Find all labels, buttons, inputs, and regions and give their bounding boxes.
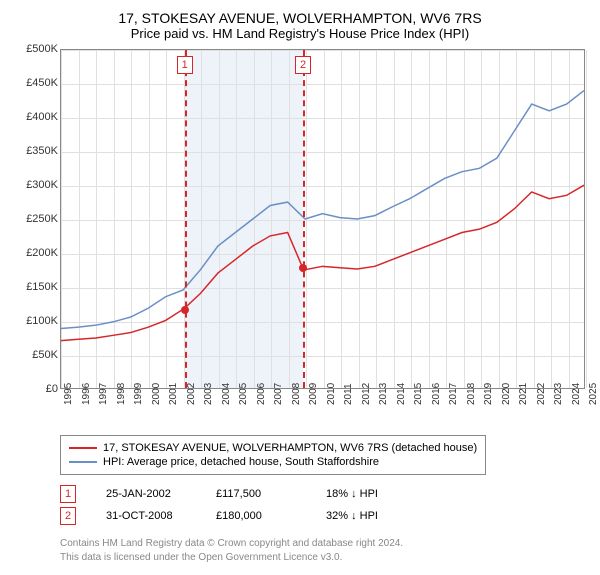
marker-vline <box>185 50 187 388</box>
marker-dot <box>299 264 307 272</box>
x-tick-label: 2011 <box>343 383 354 405</box>
x-axis: 1995199619971998199920002001200220032004… <box>60 389 585 429</box>
x-tick-label: 2012 <box>361 383 372 405</box>
line-layer <box>61 50 584 388</box>
tx-date: 25-JAN-2002 <box>106 488 186 500</box>
x-tick-label: 1998 <box>116 383 127 405</box>
chart-subtitle: Price paid vs. HM Land Registry's House … <box>15 26 585 41</box>
chart-container: 17, STOKESAY AVENUE, WOLVERHAMPTON, WV6 … <box>0 0 600 575</box>
y-axis: £0£50K£100K£150K£200K£250K£300K£350K£400… <box>15 49 60 389</box>
y-tick-label: £250K <box>26 213 58 225</box>
marker-badge: 1 <box>177 56 193 74</box>
marker-dot <box>181 306 189 314</box>
footer-line: This data is licensed under the Open Gov… <box>60 551 585 565</box>
y-tick-label: £150K <box>26 281 58 293</box>
x-tick-label: 2009 <box>308 383 319 405</box>
series-line <box>61 185 584 340</box>
x-tick-label: 1997 <box>98 383 109 405</box>
tx-delta: 32% ↓ HPI <box>326 510 406 522</box>
x-tick-label: 2001 <box>168 383 179 405</box>
x-tick-label: 2025 <box>588 383 599 405</box>
legend-swatch <box>69 447 97 449</box>
gridline-v <box>586 50 587 388</box>
legend-swatch <box>69 461 97 463</box>
transaction-row: 2 31-OCT-2008 £180,000 32% ↓ HPI <box>60 507 585 525</box>
chart-area: £0 £50K £100K £150K £200K £250K £300K £350K £400… <box>15 49 585 429</box>
marker-badge: 2 <box>295 56 311 74</box>
x-tick-label: 2007 <box>273 383 284 405</box>
y-tick-label: £400K <box>26 111 58 123</box>
x-tick-label: 2013 <box>378 383 389 405</box>
x-tick-label: 2005 <box>238 383 249 405</box>
x-tick-label: 2021 <box>518 383 529 405</box>
legend-label: 17, STOKESAY AVENUE, WOLVERHAMPTON, WV6 … <box>103 442 477 454</box>
x-tick-label: 2008 <box>291 383 302 405</box>
x-tick-label: 2020 <box>501 383 512 405</box>
x-tick-label: 1996 <box>81 383 92 405</box>
tx-date: 31-OCT-2008 <box>106 510 186 522</box>
legend: 17, STOKESAY AVENUE, WOLVERHAMPTON, WV6 … <box>60 435 486 475</box>
transaction-row: 1 25-JAN-2002 £117,500 18% ↓ HPI <box>60 485 585 503</box>
x-tick-label: 2010 <box>326 383 337 405</box>
y-tick-label: £350K <box>26 145 58 157</box>
footer-attribution: Contains HM Land Registry data © Crown c… <box>60 537 585 565</box>
transaction-table: 1 25-JAN-2002 £117,500 18% ↓ HPI 2 31-OCT-200… <box>60 485 585 525</box>
series-line <box>61 91 584 329</box>
x-tick-label: 2015 <box>413 383 424 405</box>
x-tick-label: 1999 <box>133 383 144 405</box>
x-tick-label: 2017 <box>448 383 459 405</box>
x-tick-label: 2014 <box>396 383 407 405</box>
x-tick-label: 2004 <box>221 383 232 405</box>
x-tick-label: 2006 <box>256 383 267 405</box>
y-tick-label: £100K <box>26 315 58 327</box>
x-tick-label: 2018 <box>466 383 477 405</box>
x-tick-label: 1995 <box>63 383 74 405</box>
y-tick-label: £0 <box>46 383 58 395</box>
tx-price: £180,000 <box>216 510 296 522</box>
y-tick-label: £450K <box>26 77 58 89</box>
y-tick-label: £500K <box>26 43 58 55</box>
legend-label: HPI: Average price, detached house, Sout… <box>103 456 379 468</box>
x-tick-label: 2000 <box>151 383 162 405</box>
x-tick-label: 2024 <box>571 383 582 405</box>
x-tick-label: 2023 <box>553 383 564 405</box>
chart-title: 17, STOKESAY AVENUE, WOLVERHAMPTON, WV6 … <box>15 10 585 26</box>
x-tick-label: 2019 <box>483 383 494 405</box>
marker-vline <box>303 50 305 388</box>
legend-item: 17, STOKESAY AVENUE, WOLVERHAMPTON, WV6 … <box>69 442 477 454</box>
plot-area: 12 <box>60 49 585 389</box>
footer-line: Contains HM Land Registry data © Crown c… <box>60 537 585 551</box>
y-tick-label: £200K <box>26 247 58 259</box>
marker-badge: 2 <box>60 507 76 525</box>
tx-price: £117,500 <box>216 488 296 500</box>
y-tick-label: £50K <box>32 349 58 361</box>
x-tick-label: 2022 <box>536 383 547 405</box>
x-tick-label: 2016 <box>431 383 442 405</box>
x-tick-label: 2003 <box>203 383 214 405</box>
marker-badge: 1 <box>60 485 76 503</box>
tx-delta: 18% ↓ HPI <box>326 488 406 500</box>
legend-item: HPI: Average price, detached house, Sout… <box>69 456 477 468</box>
y-tick-label: £300K <box>26 179 58 191</box>
x-tick-label: 2002 <box>186 383 197 405</box>
